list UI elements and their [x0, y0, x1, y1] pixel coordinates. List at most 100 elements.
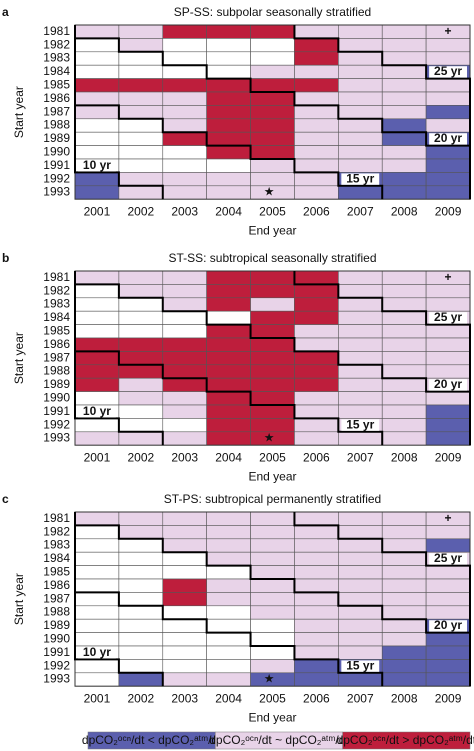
span-label: 15 yr: [346, 417, 374, 431]
x-tick-label: 2002: [127, 204, 154, 218]
cell: [74, 51, 120, 66]
cell: [381, 91, 427, 106]
cell: [118, 551, 164, 566]
cell: [206, 672, 251, 687]
x-tick-label: 2008: [391, 450, 418, 464]
cell: [381, 525, 427, 540]
span-label-bg: [78, 406, 116, 418]
cell: [206, 565, 251, 580]
cell: [118, 351, 164, 366]
plus-marker: +: [445, 270, 452, 284]
cell: [425, 172, 471, 187]
cell: [250, 337, 295, 352]
star-marker: ★: [264, 185, 275, 199]
cell: [425, 632, 471, 647]
cell: [162, 551, 207, 566]
cell: [162, 172, 207, 187]
cell: [381, 284, 427, 299]
cell: [294, 145, 339, 160]
cell: [250, 78, 295, 93]
cell: [74, 337, 120, 352]
cell: [162, 105, 207, 120]
cell: [162, 131, 207, 146]
cell: [294, 78, 339, 93]
cell: [294, 284, 339, 299]
cell: [118, 431, 164, 446]
cell: [74, 377, 120, 392]
legend-label: dpCO₂ᵒᶜⁿ/dt < dpCO₂ᵃᵗᵐ/dt: [82, 733, 222, 747]
cell: [381, 538, 427, 553]
cell: [206, 525, 251, 540]
cell: [162, 64, 207, 79]
cell: [162, 578, 207, 593]
cell: [250, 391, 295, 406]
cell: [294, 158, 339, 173]
span-label-bg: [78, 160, 116, 172]
cell: [74, 525, 120, 540]
cell: [162, 51, 207, 66]
cell: [294, 645, 339, 660]
cell: [294, 377, 339, 392]
cell: [250, 351, 295, 366]
span-line: [74, 512, 384, 687]
x-tick-label: 2009: [435, 450, 462, 464]
cell: [250, 105, 295, 120]
cell: [206, 118, 251, 133]
cell: [338, 605, 383, 620]
x-tick-label: 2007: [347, 450, 374, 464]
cell: [425, 185, 471, 200]
cell: [74, 284, 120, 299]
span-label: 20 yr: [434, 618, 462, 632]
cell: [381, 324, 427, 339]
cell: [206, 605, 251, 620]
span-label: 20 yr: [434, 131, 462, 145]
cell: [162, 91, 207, 106]
cell: [206, 131, 251, 146]
cell: [381, 377, 427, 392]
cell: [206, 431, 251, 446]
cell: [162, 618, 207, 633]
cell: [206, 632, 251, 647]
y-tick-label: 1993: [43, 185, 70, 199]
cell: [250, 525, 295, 540]
y-tick-label: 1989: [43, 377, 70, 391]
cell: [118, 618, 164, 633]
cell: [162, 511, 207, 526]
cell: [162, 38, 207, 53]
cell: [425, 592, 471, 607]
y-axis-label: Start year: [12, 86, 26, 138]
cell: [381, 364, 427, 379]
cell: [381, 578, 427, 593]
y-tick-label: 1981: [43, 511, 70, 525]
cell: [381, 659, 427, 674]
cell: [206, 618, 251, 633]
cell: [425, 337, 471, 352]
cell: [162, 337, 207, 352]
cell: [206, 64, 251, 79]
cell: [338, 351, 383, 366]
cell: [118, 310, 164, 325]
cell: [250, 270, 295, 285]
span-label: 20 yr: [434, 377, 462, 391]
y-tick-label: 1992: [43, 658, 70, 672]
span-label-bg: [429, 553, 467, 565]
cell: [338, 297, 383, 312]
cell: [294, 172, 339, 187]
cell: [338, 364, 383, 379]
cell: [250, 618, 295, 633]
cell: [118, 605, 164, 620]
span-line: [293, 512, 471, 687]
cell: [162, 158, 207, 173]
cell: [74, 592, 120, 607]
x-axis-label: End year: [248, 223, 296, 237]
cell: [294, 64, 339, 79]
cell: [338, 578, 383, 593]
panel-label: b: [2, 251, 9, 265]
cell: [338, 391, 383, 406]
cell: [338, 618, 383, 633]
cell: [381, 172, 427, 187]
cell: [74, 672, 120, 687]
cell: [206, 24, 251, 39]
cell: [206, 91, 251, 106]
cell: [381, 418, 427, 433]
